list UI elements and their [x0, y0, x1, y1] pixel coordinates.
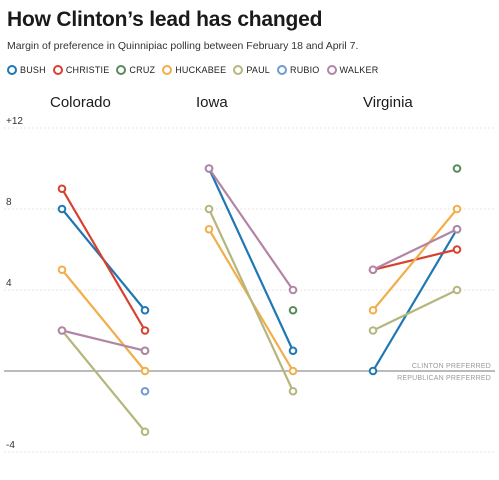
- data-point-huckabee: [452, 204, 462, 214]
- series-line-huckabee: [60, 268, 147, 373]
- data-point-bush: [288, 346, 298, 356]
- legend-item-paul: PAUL: [233, 65, 270, 75]
- data-point-bush: [140, 305, 150, 315]
- legend-label: BUSH: [20, 65, 46, 75]
- data-point-paul: [452, 285, 462, 295]
- legend-swatch: [233, 65, 244, 75]
- y-tick-label: 4: [6, 278, 12, 289]
- data-point-paul: [288, 386, 298, 396]
- series-line-paul: [371, 288, 459, 332]
- series-line-bush: [207, 167, 295, 352]
- series-line-walker: [60, 329, 147, 352]
- legend-label: RUBIO: [290, 65, 320, 75]
- legend: BUSH CHRISTIE CRUZ HUCKABEE PAUL RUBIO WALKER: [7, 65, 385, 75]
- data-point-paul: [204, 204, 214, 214]
- data-point-christie: [57, 184, 67, 194]
- legend-label: CRUZ: [129, 65, 156, 75]
- legend-label: WALKER: [339, 65, 379, 75]
- y-tick-label: -4: [6, 440, 15, 451]
- data-point-bush: [57, 204, 67, 214]
- legend-item-huckabee: HUCKABEE: [162, 65, 226, 75]
- data-point-christie: [140, 326, 150, 335]
- series-line-paul: [60, 329, 147, 433]
- legend-item-rubio: RUBIO: [277, 65, 320, 75]
- legend-swatch: [116, 65, 127, 75]
- data-point-rubio: [140, 386, 150, 396]
- legend-label: PAUL: [246, 65, 270, 75]
- data-point-paul: [140, 427, 150, 437]
- data-point-huckabee: [140, 366, 150, 376]
- series-line-walker: [371, 228, 459, 271]
- panel-title-colorado: Colorado: [50, 94, 111, 111]
- legend-swatch: [7, 65, 17, 75]
- series-line-huckabee: [371, 207, 459, 312]
- data-point-huckabee: [204, 224, 214, 234]
- y-tick-label: 8: [6, 197, 12, 208]
- series-line-walker: [207, 167, 295, 292]
- legend-item-cruz: CRUZ: [116, 65, 155, 75]
- data-point-walker: [452, 224, 462, 234]
- legend-item-christie: CHRISTIE: [52, 65, 110, 75]
- data-point-walker: [140, 346, 150, 356]
- data-point-christie: [452, 245, 462, 254]
- data-point-walker: [368, 265, 378, 275]
- data-point-bush: [368, 366, 378, 376]
- data-point-huckabee: [57, 265, 67, 275]
- data-point-walker: [204, 164, 214, 173]
- data-point-cruz: [288, 305, 298, 315]
- legend-label: HUCKABEE: [175, 65, 227, 75]
- chart-subtitle: Margin of preference in Quinnipiac polli…: [7, 40, 359, 52]
- y-tick-label: +12: [6, 116, 23, 127]
- series-line-paul: [207, 207, 295, 393]
- annotation-clinton-preferred: CLINTON PREFERRED: [412, 363, 491, 370]
- legend-swatch: [52, 65, 63, 75]
- series-line-christie: [60, 187, 147, 332]
- data-point-huckabee: [368, 305, 378, 315]
- legend-item-walker: WALKER: [326, 65, 379, 75]
- data-point-walker: [57, 326, 67, 335]
- panel-title-virginia: Virginia: [363, 94, 413, 111]
- legend-swatch: [162, 65, 173, 75]
- data-point-huckabee: [288, 366, 298, 376]
- legend-label: CHRISTIE: [65, 65, 110, 75]
- panel-title-iowa: Iowa: [196, 94, 228, 111]
- legend-item-bush: BUSH: [7, 65, 46, 75]
- data-point-cruz: [452, 164, 462, 173]
- data-point-paul: [368, 326, 378, 335]
- legend-swatch: [326, 65, 337, 75]
- legend-swatch: [277, 65, 287, 75]
- chart-title: How Clinton’s lead has changed: [7, 8, 323, 31]
- annotation-republican-preferred: REPUBLICAN PREFERRED: [397, 375, 491, 382]
- data-point-walker: [288, 285, 298, 295]
